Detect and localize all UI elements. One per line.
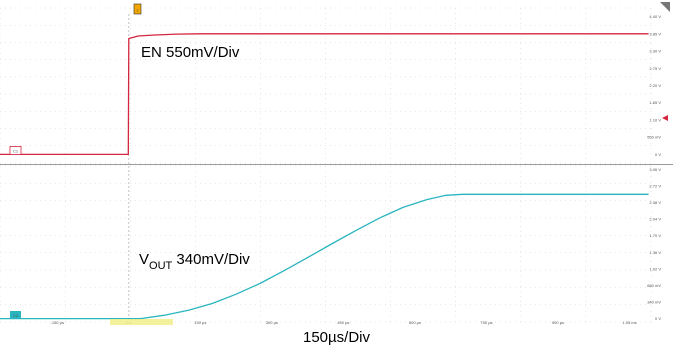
svg-text:C2: C2	[13, 313, 19, 318]
time-scale-label: 150µs/Div	[302, 329, 370, 346]
ytick-label: 3.85 V	[649, 31, 661, 36]
vout-trace	[0, 193, 649, 320]
ytick-label: 3.30 V	[649, 49, 661, 54]
ytick-label: 340 mV	[647, 300, 661, 305]
xtick-label: 750 µs	[480, 320, 492, 325]
xtick-label: -150 µs	[51, 320, 64, 325]
xtick-label: 600 µs	[409, 320, 421, 325]
ch1-level-marker[interactable]	[660, 2, 670, 12]
grid-lower	[0, 165, 652, 323]
xtick-label: 900 µs	[552, 320, 564, 325]
xtick-label: 450 µs	[337, 320, 349, 325]
ytick-label: 3.06 V	[649, 167, 661, 172]
ytick-label: 0 V	[655, 152, 661, 157]
en-trace	[0, 33, 649, 156]
ch1-ground-marker[interactable]: C1	[9, 146, 22, 155]
ytick-label: 1.10 V	[649, 117, 661, 122]
svg-text:T: T	[136, 8, 139, 13]
ytick-label: 1.36 V	[649, 250, 661, 255]
ytick-label: 0 V	[655, 316, 661, 321]
ytick-label: 2.38 V	[649, 200, 661, 205]
trigger-zone-highlight	[110, 319, 173, 325]
ch1-offset-arrow[interactable]	[662, 115, 668, 121]
grid-upper	[0, 7, 652, 164]
ch2-ground-marker[interactable]: C2	[10, 311, 21, 319]
ytick-label: 680 mV	[647, 283, 661, 288]
ytick-label: 2.75 V	[649, 66, 661, 71]
ytick-label: 4.40 V	[649, 14, 661, 19]
ytick-label: 2.20 V	[649, 83, 661, 88]
ytick-label: 2.72 V	[649, 183, 661, 188]
ytick-label: 1.02 V	[649, 266, 661, 271]
ytick-label: 1.70 V	[649, 233, 661, 238]
trigger-marker[interactable]: T	[133, 3, 142, 15]
ytick-label: 1.65 V	[649, 100, 661, 105]
ytick-labels-en: 4.40 V 3.85 V 3.30 V 2.75 V 2.20 V 1.65 V 1.10…	[647, 14, 661, 157]
xtick-label: 300 µs	[266, 320, 278, 325]
ytick-label: 550 mV	[647, 135, 661, 140]
xtick-label: 1.05 ms	[622, 320, 636, 325]
en-scale-annotation: EN 550mV/Div	[141, 44, 240, 61]
ytick-label: 2.04 V	[649, 217, 661, 222]
xtick-label: 150 µs	[194, 320, 206, 325]
vout-scale-annotation: VOUT 340mV/Div	[139, 251, 250, 272]
ytick-labels-vout: 3.06 V 2.72 V 2.38 V 2.04 V 1.70 V 1.36 V 1.02…	[647, 167, 661, 321]
svg-text:C1: C1	[13, 149, 19, 154]
